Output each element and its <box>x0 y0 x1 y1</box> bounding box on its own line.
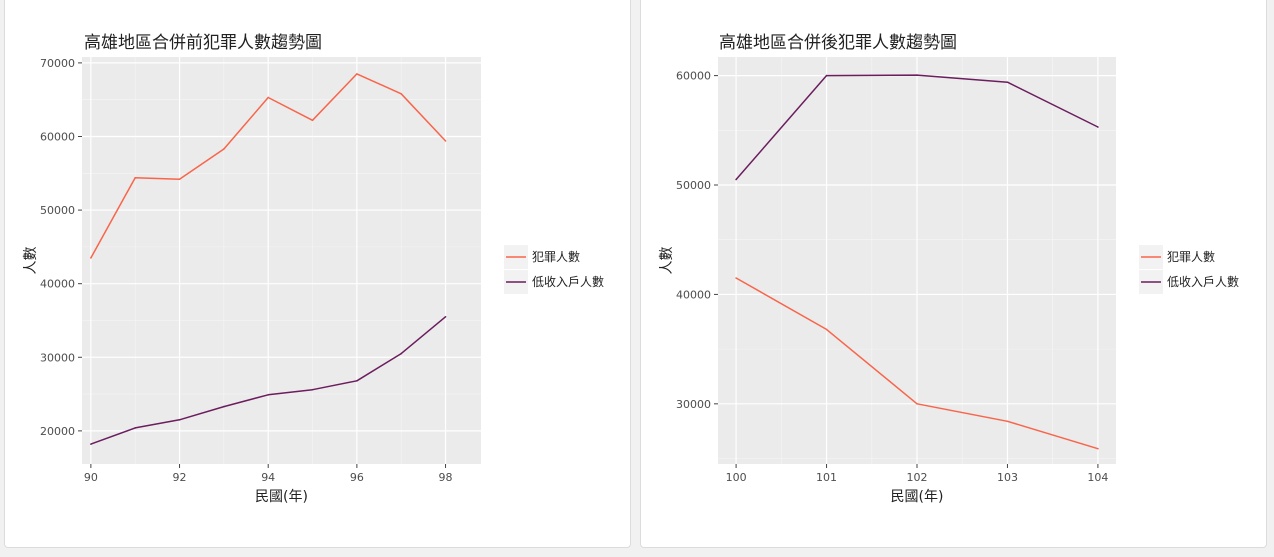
y-tick-label: 30000 <box>40 351 75 364</box>
y-tick-label: 20000 <box>40 425 75 438</box>
data-point <box>311 388 314 391</box>
data-point <box>916 74 918 76</box>
data-point <box>400 92 403 95</box>
y-tick-label: 60000 <box>676 70 711 83</box>
data-point <box>223 405 225 408</box>
x-tick-label: 96 <box>350 471 364 484</box>
data-point <box>1097 126 1099 128</box>
data-point <box>267 394 270 396</box>
data-point <box>223 148 225 150</box>
x-tick-label: 101 <box>816 471 837 484</box>
chart-title: 高雄地區合併前犯罪人數趨勢圖 <box>84 33 322 53</box>
legend-label-crime: 犯罪人數 <box>532 250 580 264</box>
data-point <box>90 257 92 259</box>
data-point <box>178 178 181 180</box>
x-tick-label: 100 <box>726 471 747 484</box>
y-axis-title: 人數 <box>659 247 675 275</box>
line-chart-after-merger: 30000 40000 50000 60000 100 101 102 103 104 高雄地區合… <box>659 33 1239 505</box>
data-point <box>735 178 737 181</box>
chart-card-before-merger: 20000 30000 40000 50000 60000 70000 90 92 94 96 98… <box>4 0 631 548</box>
legend-label-low-income: 低收入戶人數 <box>1167 275 1239 289</box>
x-tick-label: 98 <box>439 471 453 484</box>
legend-label-low-income: 低收入戶人數 <box>532 275 604 289</box>
x-axis-title: 民國(年) <box>891 489 944 505</box>
data-point <box>356 73 358 75</box>
data-point <box>178 419 181 421</box>
plot-panel <box>82 57 481 464</box>
chart-title: 高雄地區合併後犯罪人數趨勢圖 <box>719 33 957 53</box>
y-tick-label: 40000 <box>40 278 75 291</box>
data-point <box>356 380 358 382</box>
data-point <box>311 119 314 122</box>
data-point <box>134 176 136 179</box>
x-tick-label: 102 <box>907 471 928 484</box>
legend-label-crime: 犯罪人數 <box>1167 250 1215 264</box>
line-chart-before-merger: 20000 30000 40000 50000 60000 70000 90 92 94 96 98… <box>23 33 604 505</box>
data-point <box>400 352 403 355</box>
data-point <box>444 140 447 142</box>
data-point <box>916 403 918 405</box>
y-tick-label: 50000 <box>676 179 711 192</box>
data-point <box>735 277 737 279</box>
y-tick-label: 70000 <box>40 57 75 70</box>
x-tick-label: 103 <box>997 471 1018 484</box>
data-point <box>444 316 447 318</box>
x-tick-label: 104 <box>1087 471 1108 484</box>
x-axis-title: 民國(年) <box>255 489 308 505</box>
y-tick-label: 50000 <box>40 204 75 217</box>
y-tick-label: 60000 <box>40 130 75 143</box>
x-tick-label: 92 <box>173 471 187 484</box>
y-axis-title: 人數 <box>23 247 39 275</box>
x-tick-label: 94 <box>261 471 275 484</box>
y-tick-label: 40000 <box>676 288 711 301</box>
data-point <box>134 427 136 429</box>
x-tick-label: 90 <box>84 471 98 484</box>
data-point <box>1006 81 1009 83</box>
chart-card-after-merger: 30000 40000 50000 60000 100 101 102 103 104 高雄地區合… <box>640 0 1267 548</box>
data-point <box>1097 447 1099 450</box>
data-point <box>825 328 828 331</box>
data-point <box>90 443 92 445</box>
data-point <box>825 74 828 77</box>
data-point <box>267 96 270 99</box>
data-point <box>1006 420 1009 423</box>
y-tick-label: 30000 <box>676 398 711 411</box>
